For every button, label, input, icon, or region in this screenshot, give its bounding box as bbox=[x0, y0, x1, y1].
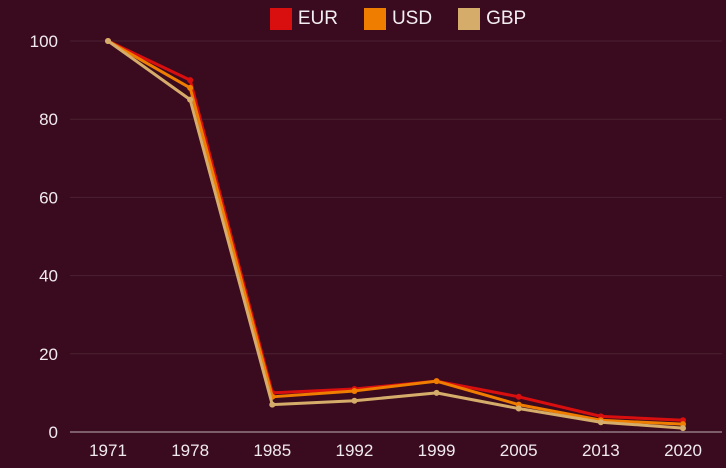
x-tick-label-1992: 1992 bbox=[336, 441, 374, 460]
x-tick-label-2005: 2005 bbox=[500, 441, 538, 460]
x-tick-label-2013: 2013 bbox=[582, 441, 620, 460]
x-tick-label-1971: 1971 bbox=[89, 441, 127, 460]
data-point-GBP-2020 bbox=[680, 425, 686, 432]
y-tick-label-100: 100 bbox=[30, 32, 58, 51]
x-tick-label-2020: 2020 bbox=[664, 441, 702, 460]
data-point-EUR-1978 bbox=[187, 77, 194, 84]
x-tick-label-1985: 1985 bbox=[253, 441, 291, 460]
legend-label-EUR: EUR bbox=[297, 8, 338, 29]
data-point-EUR-2005 bbox=[515, 393, 522, 400]
data-point-USD-1999 bbox=[433, 378, 440, 385]
y-tick-label-60: 60 bbox=[39, 188, 58, 207]
y-tick-label-40: 40 bbox=[39, 267, 58, 286]
series-line-USD bbox=[106, 39, 685, 426]
legend-swatch-USD bbox=[363, 8, 386, 30]
legend-item-USD[interactable]: USD bbox=[363, 8, 433, 30]
y-tick-label-0: 0 bbox=[49, 423, 58, 442]
data-point-GBP-1971 bbox=[105, 38, 111, 44]
data-point-GBP-2013 bbox=[597, 419, 604, 426]
data-point-GBP-1999 bbox=[433, 389, 440, 396]
data-point-GBP-2005 bbox=[515, 405, 522, 412]
legend-label-GBP: GBP bbox=[486, 8, 527, 29]
x-tick-label-1999: 1999 bbox=[418, 441, 456, 460]
data-point-GBP-1978 bbox=[187, 96, 194, 103]
x-tick-label-1978: 1978 bbox=[171, 441, 209, 460]
data-point-GBP-1992 bbox=[351, 397, 358, 404]
chart-legend: EUR USD GBP bbox=[70, 8, 726, 30]
y-tick-label-20: 20 bbox=[39, 345, 58, 364]
series-line-GBP bbox=[106, 39, 685, 430]
data-point-GBP-1985 bbox=[269, 401, 276, 408]
data-point-USD-1992 bbox=[351, 387, 358, 394]
legend-swatch-GBP bbox=[458, 8, 481, 30]
y-tick-label-80: 80 bbox=[39, 110, 58, 129]
data-point-USD-1978 bbox=[187, 84, 194, 91]
legend-item-EUR[interactable]: EUR bbox=[269, 8, 338, 30]
legend-swatch-EUR bbox=[269, 8, 292, 30]
legend-label-USD: USD bbox=[391, 8, 433, 29]
legend-item-GBP[interactable]: GBP bbox=[458, 8, 526, 30]
